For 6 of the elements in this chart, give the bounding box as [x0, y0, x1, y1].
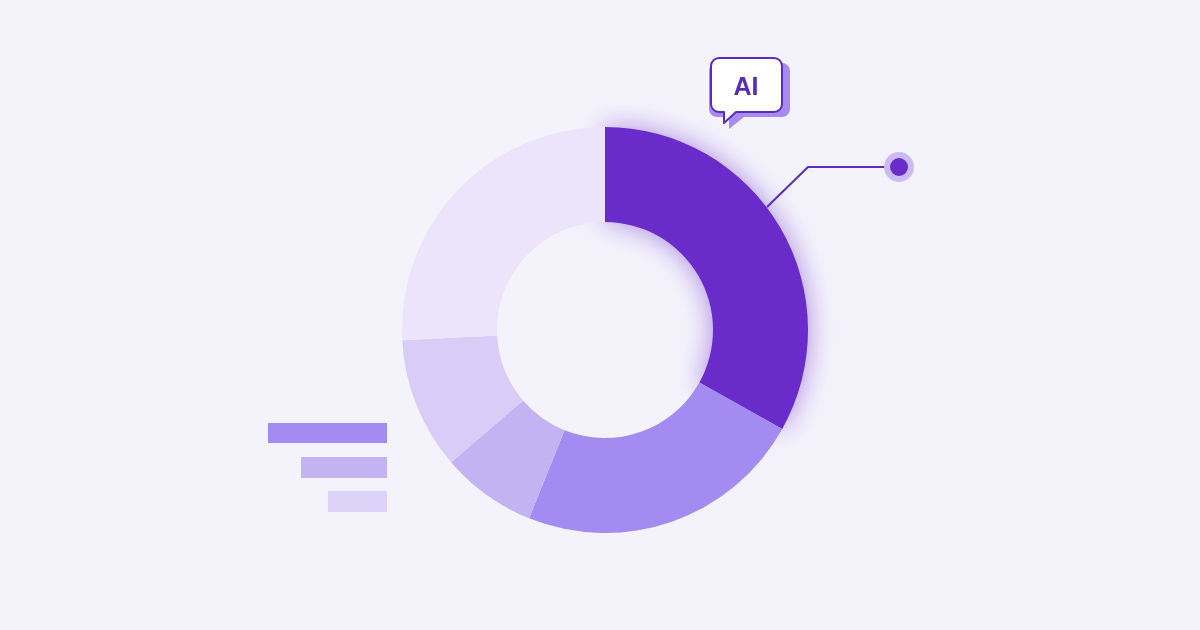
donut-slice	[605, 127, 808, 429]
donut-slice	[529, 382, 783, 533]
text: AI	[733, 72, 759, 100]
donut-slice	[402, 335, 524, 463]
donut-slice	[402, 127, 605, 341]
donut-slice	[451, 400, 565, 519]
